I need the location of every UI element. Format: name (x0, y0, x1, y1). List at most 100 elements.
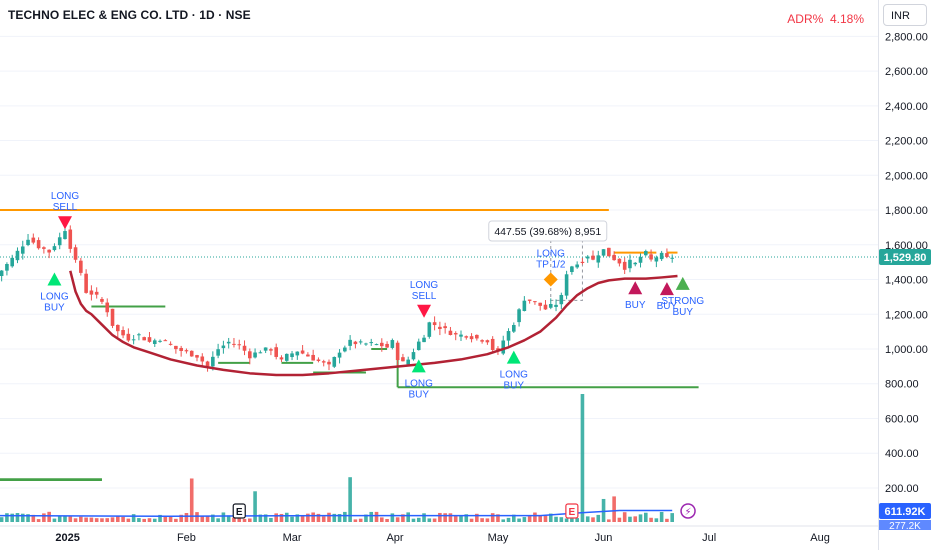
volume-bar (527, 516, 532, 522)
volume-bar (327, 512, 331, 522)
candle (152, 340, 157, 344)
candle (116, 324, 120, 332)
candle (496, 348, 500, 351)
volume-badge-text: 611.92K (885, 506, 926, 518)
signal-marker (417, 304, 432, 318)
volume-bar (432, 518, 437, 522)
candle (137, 334, 141, 336)
volume-bar (496, 514, 500, 522)
signal-label: LONG (410, 280, 439, 291)
volume-bar (448, 513, 453, 522)
volume-bar (385, 518, 389, 522)
candle (0, 270, 4, 277)
candle (263, 347, 268, 351)
signal-marker (543, 272, 558, 287)
volume-bar (401, 514, 405, 522)
candle (564, 274, 569, 296)
candle (559, 294, 564, 305)
volume-bar (543, 515, 548, 522)
candle (321, 361, 326, 363)
candle (527, 299, 532, 301)
volume-bar (284, 512, 289, 522)
candle (380, 342, 384, 347)
price-tick-label: 2,000.00 (885, 170, 928, 182)
volume-bar (580, 394, 585, 522)
volume-bar (665, 518, 669, 522)
volume-bar (168, 515, 173, 522)
candle (395, 342, 400, 361)
candle (290, 353, 294, 358)
volume-bar (147, 518, 152, 522)
candle (343, 347, 347, 352)
last-price-badge (879, 248, 931, 265)
candle (327, 361, 331, 365)
price-tick-label: 1,400.00 (885, 275, 928, 287)
volume-bar (126, 518, 131, 522)
price-tick-label: 1,600.00 (885, 240, 928, 252)
volume-bar (601, 498, 606, 522)
candle (633, 262, 638, 265)
candle (253, 352, 257, 358)
volume-bar (427, 518, 432, 522)
time-tick-label: Jul (702, 532, 716, 544)
candle (47, 249, 51, 253)
candle (147, 337, 152, 342)
candle (448, 330, 453, 336)
volume-bar (116, 515, 120, 522)
volume-bar (633, 516, 638, 522)
candle (348, 339, 352, 346)
volume-bar (638, 514, 643, 522)
volume-bar (42, 513, 46, 522)
candle (258, 352, 263, 354)
candle (131, 339, 136, 341)
volume-bar (15, 513, 20, 522)
candle (57, 237, 62, 246)
price-tick-label: 1,800.00 (885, 205, 928, 217)
earnings-marker (232, 503, 246, 519)
volume-bar (464, 514, 469, 522)
candle (306, 354, 310, 357)
volume-bar (596, 514, 601, 522)
candle (358, 341, 363, 343)
candle (464, 336, 469, 338)
volume-bar (57, 515, 62, 522)
volume-bar (0, 517, 4, 522)
candle (416, 341, 421, 351)
candle (20, 246, 25, 254)
candle (575, 264, 579, 268)
candle (168, 343, 173, 345)
candle (52, 246, 57, 251)
candle (195, 355, 199, 358)
currency-selector[interactable]: INR (883, 4, 927, 26)
volume-bar (68, 516, 73, 522)
candle (411, 352, 416, 360)
volume-bar (364, 514, 368, 522)
volume-bar (189, 478, 194, 522)
volume-bar (52, 518, 57, 522)
volume-bar (20, 513, 25, 522)
volume-bar (137, 518, 141, 522)
volume-bar (469, 518, 474, 522)
candle (469, 336, 474, 340)
volume-bar (253, 491, 257, 522)
volume-bar (416, 517, 421, 522)
candle (126, 333, 131, 341)
candle (226, 341, 231, 344)
candle (628, 259, 632, 269)
volume-bar (47, 511, 51, 522)
volume-bar (649, 517, 653, 522)
candle (79, 260, 83, 273)
volume-bar (538, 515, 542, 522)
candle (585, 256, 590, 259)
candle (232, 343, 236, 345)
candle (353, 341, 358, 345)
candle (512, 324, 516, 332)
volume-bar (31, 514, 36, 522)
volume-bar (316, 513, 321, 522)
candle (570, 266, 574, 273)
candle (5, 264, 9, 271)
candle (36, 240, 41, 249)
volume-bar (622, 512, 627, 522)
volume-bar (184, 512, 189, 522)
